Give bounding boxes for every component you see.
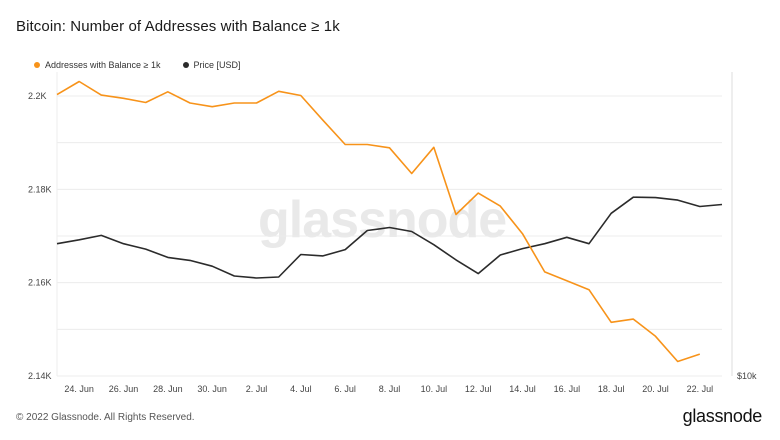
series-line-addresses (56, 80, 701, 363)
x-tick-label: 16. Jul (554, 384, 581, 394)
grid-layer (56, 72, 733, 377)
series-line-price (56, 196, 723, 279)
copyright-text: © 2022 Glassnode. All Rights Reserved. (16, 412, 195, 423)
x-tick-label: 14. Jul (509, 384, 536, 394)
x-tick-label: 2. Jul (246, 384, 268, 394)
y-tick-label: 2.16K (28, 278, 52, 288)
x-tick-label: 8. Jul (379, 384, 401, 394)
y-right-tick-label: $10k (737, 371, 757, 381)
legend-marker-addresses (34, 62, 40, 68)
axis-layer: 2.14K 2.16K 2.18K 2.2K $10k 24. Jun 26. Jun 28.… (28, 91, 757, 394)
x-tick-label: 22. Jul (687, 384, 714, 394)
legend-item-addresses[interactable]: Addresses with Balance ≥ 1k (34, 60, 161, 70)
chart-legend: Addresses with Balance ≥ 1k Price [USD] (34, 60, 241, 70)
y-tick-label: 2.2K (28, 91, 47, 101)
glassnode-logo: glassnode (682, 406, 763, 426)
chart-title: Bitcoin: Number of Addresses with Balanc… (16, 18, 340, 35)
y-tick-label: 2.14K (28, 371, 52, 381)
x-tick-label: 28. Jun (153, 384, 183, 394)
x-tick-label: 24. Jun (64, 384, 94, 394)
y-tick-label: 2.18K (28, 184, 52, 194)
legend-label-addresses: Addresses with Balance ≥ 1k (45, 60, 161, 70)
legend-item-price[interactable]: Price [USD] (182, 60, 241, 70)
x-tick-label: 26. Jun (109, 384, 139, 394)
x-tick-label: 20. Jul (642, 384, 669, 394)
x-tick-label: 10. Jul (421, 384, 448, 394)
x-tick-label: 12. Jul (465, 384, 492, 394)
legend-label-price: Price [USD] (193, 60, 241, 70)
x-tick-label: 4. Jul (290, 384, 312, 394)
legend-marker-price (182, 62, 189, 68)
x-tick-label: 6. Jul (334, 384, 356, 394)
watermark: glassnode (258, 191, 507, 249)
series-layer (56, 80, 723, 363)
x-tick-label: 30. Jun (197, 384, 227, 394)
x-tick-label: 18. Jul (598, 384, 625, 394)
